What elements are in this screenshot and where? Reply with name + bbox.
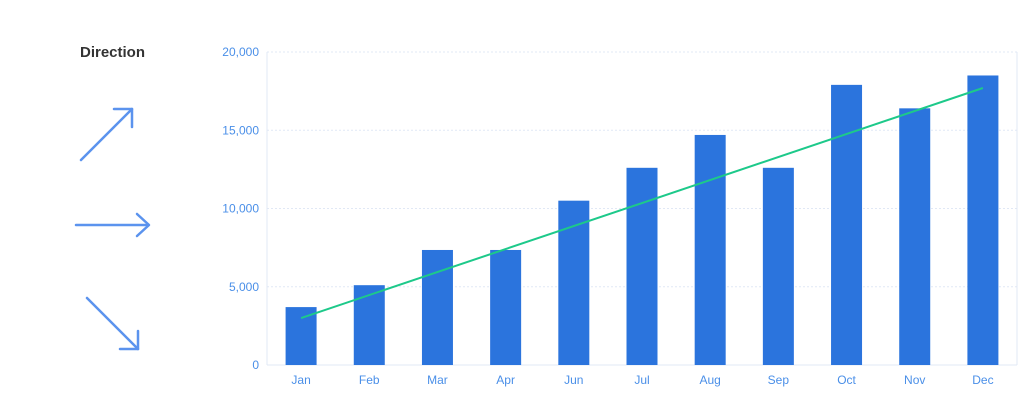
x-tick-label: Oct — [837, 373, 856, 387]
x-tick-label: Apr — [496, 373, 515, 387]
trendline — [300, 87, 984, 319]
x-tick-label: Mar — [427, 373, 448, 387]
bar — [558, 200, 590, 365]
bar — [285, 307, 317, 365]
x-tick-label: Jan — [291, 373, 310, 387]
x-tick-label: Sep — [768, 373, 790, 387]
bar — [490, 249, 522, 365]
arrow-down-right-icon — [85, 296, 140, 351]
arrow-right-icon — [74, 212, 151, 238]
bar — [626, 167, 658, 365]
y-tick-label: 0 — [252, 358, 259, 372]
direction-panel: Direction — [0, 0, 225, 415]
x-tick-label: Aug — [700, 373, 721, 387]
bar — [353, 285, 385, 365]
x-tick-label: Jun — [564, 373, 583, 387]
trendline-layer — [300, 87, 984, 319]
x-axis-ticks: Jan Feb Mar Apr Jun Jul Aug Sep Oct Nov Dec — [291, 373, 993, 387]
bar — [762, 167, 794, 365]
y-tick-label: 20,000 — [222, 45, 259, 59]
x-tick-label: Feb — [359, 373, 380, 387]
y-axis-ticks: 0 5,000 10,000 15,000 20,000 — [222, 45, 259, 372]
bars — [285, 75, 999, 366]
y-tick-label: 10,000 — [222, 202, 259, 216]
bar — [421, 249, 453, 365]
bar — [967, 75, 999, 365]
direction-title: Direction — [80, 44, 146, 61]
y-tick-label: 15,000 — [222, 123, 259, 137]
x-tick-label: Dec — [972, 373, 993, 387]
x-tick-label: Nov — [904, 373, 925, 387]
bar — [831, 84, 863, 366]
arrow-up-right-icon — [79, 107, 134, 162]
x-tick-label: Jul — [634, 373, 649, 387]
bar — [899, 108, 931, 365]
y-tick-label: 5,000 — [229, 280, 259, 294]
bar — [694, 134, 726, 365]
